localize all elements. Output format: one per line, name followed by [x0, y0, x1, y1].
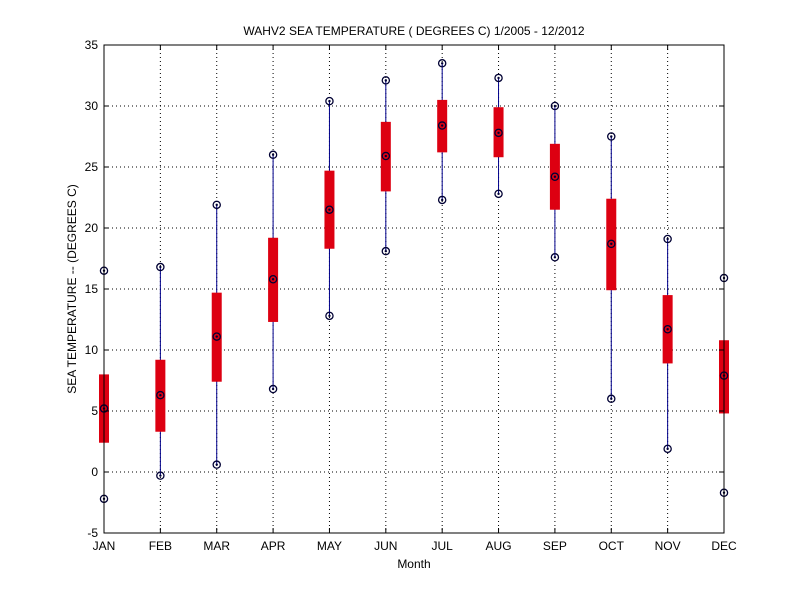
max-marker-mar-center: [215, 203, 218, 207]
min-marker-sep-center: [553, 256, 557, 259]
median-marker-apr: [268, 274, 278, 284]
x-tick-label: FEB: [149, 539, 172, 553]
min-marker-apr: [268, 384, 278, 394]
median-marker-aug-center: [497, 131, 500, 135]
median-marker-may-center: [328, 208, 331, 211]
max-marker-oct: [607, 132, 616, 141]
min-marker-nov: [663, 444, 672, 454]
max-marker-jul-center: [440, 62, 444, 65]
x-tick-label: DEC: [711, 539, 737, 553]
y-tick-label: 10: [85, 343, 99, 357]
ticks: -5 0 5 10 15 20 25 30 35 JAN FEB MAR APR MAY JUN JUL AUG…: [85, 38, 737, 553]
max-marker-jun: [381, 76, 391, 85]
max-marker-sep-center: [553, 104, 557, 108]
min-marker-oct-center: [610, 397, 613, 400]
median-marker-aug: [494, 128, 503, 138]
x-tick-label: AUG: [486, 539, 512, 553]
min-marker-jul-center: [440, 198, 444, 202]
max-marker-nov: [663, 234, 672, 244]
min-marker-may: [325, 311, 334, 321]
x-tick-label: SEP: [543, 539, 567, 553]
median-marker-jul: [437, 121, 447, 130]
median-marker-nov: [663, 325, 672, 334]
x-tick-label: OCT: [599, 539, 625, 553]
max-marker-oct-center: [610, 135, 613, 138]
chart-title: WAHV2 SEA TEMPERATURE ( DEGREES C) 1/200…: [243, 24, 585, 38]
median-marker-nov-center: [666, 328, 669, 331]
min-marker-aug: [494, 189, 503, 199]
median-marker-mar-center: [215, 335, 218, 338]
y-axis-title: SEA TEMPERATURE -- (DEGREES C): [65, 184, 79, 394]
median-marker-may: [325, 205, 334, 214]
median-marker-oct-center: [610, 242, 613, 246]
x-axis-title: Month: [397, 557, 430, 571]
x-tick-label: JUL: [432, 539, 454, 553]
y-tick-label: 5: [91, 404, 98, 418]
y-tick-label: 30: [85, 99, 99, 113]
x-tick-label: MAR: [203, 539, 230, 553]
max-marker-jun-center: [384, 79, 388, 82]
max-marker-apr: [268, 150, 278, 160]
min-marker-aug-center: [497, 192, 500, 196]
x-tick-label: APR: [261, 539, 286, 553]
min-marker-sep: [550, 253, 560, 262]
min-marker-jun: [381, 246, 391, 256]
max-marker-feb-center: [159, 265, 162, 269]
y-tick-label: -5: [87, 526, 98, 540]
median-marker-sep-center: [553, 175, 557, 178]
max-marker-nov-center: [666, 237, 669, 241]
min-marker-mar-center: [215, 463, 218, 466]
max-marker-apr-center: [271, 153, 275, 156]
min-marker-nov-center: [666, 447, 669, 451]
max-marker-aug-center: [497, 76, 500, 80]
x-tick-label: MAY: [317, 539, 342, 553]
y-tick-label: 25: [85, 160, 99, 174]
median-marker-jul-center: [440, 124, 444, 127]
x-tick-label: JAN: [93, 539, 116, 553]
y-tick-label: 15: [85, 282, 99, 296]
min-marker-jul: [437, 195, 447, 205]
min-marker-jun-center: [384, 249, 388, 253]
min-marker-feb: [156, 471, 165, 480]
max-marker-feb: [156, 262, 165, 272]
max-marker-may-center: [328, 99, 331, 103]
y-tick-label: 20: [85, 221, 99, 235]
median-marker-feb: [156, 390, 165, 400]
max-marker-mar: [212, 200, 221, 210]
median-marker-mar: [212, 332, 221, 341]
min-marker-may-center: [328, 314, 331, 318]
median-marker-feb-center: [159, 393, 162, 397]
y-tick-label: 0: [91, 465, 98, 479]
median-marker-jun: [381, 151, 391, 161]
min-marker-oct: [607, 394, 616, 404]
x-tick-label: JUN: [374, 539, 397, 553]
median-marker-apr-center: [271, 278, 275, 281]
min-marker-apr-center: [271, 387, 275, 391]
min-marker-mar: [212, 460, 221, 469]
max-marker-may: [325, 96, 334, 106]
median-marker-jun-center: [384, 154, 388, 158]
max-marker-sep: [550, 101, 560, 111]
median-marker-sep: [550, 172, 560, 182]
y-tick-label: 35: [85, 38, 99, 52]
min-marker-feb-center: [159, 474, 162, 477]
max-marker-jul: [437, 59, 447, 68]
max-marker-aug: [494, 73, 503, 83]
median-marker-oct: [607, 239, 616, 249]
x-tick-label: NOV: [655, 539, 681, 553]
